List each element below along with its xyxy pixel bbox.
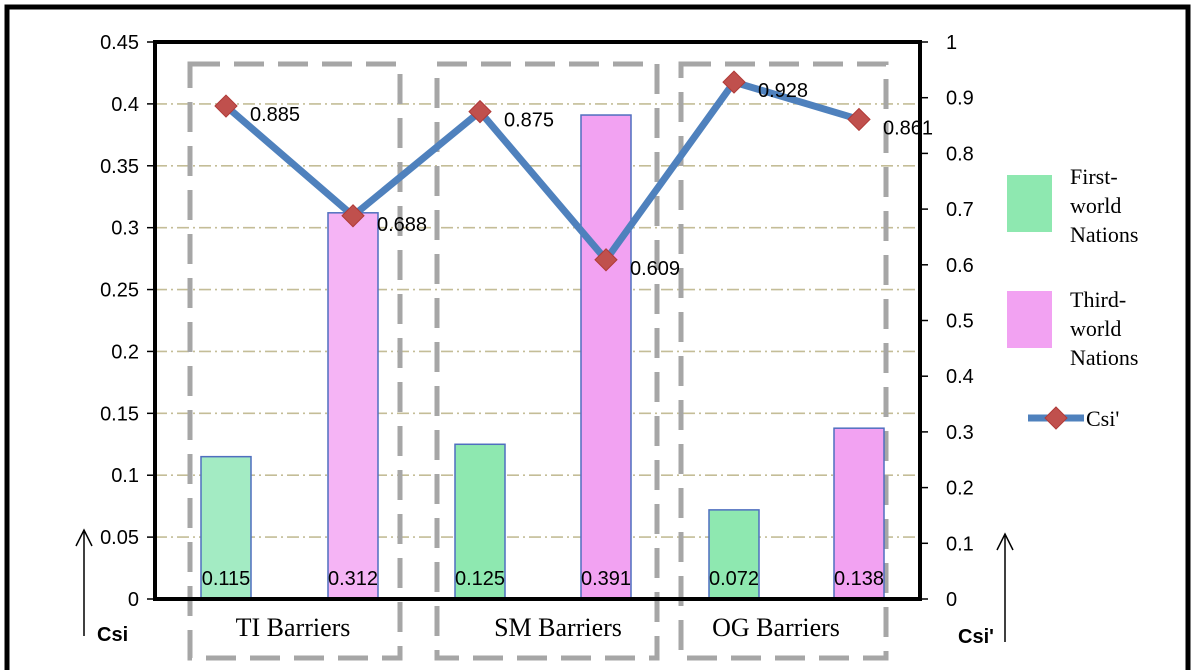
right-tick-label: 0.2 xyxy=(946,478,974,500)
line-value-label: 0.875 xyxy=(504,110,554,132)
right-tick-label: 0.7 xyxy=(946,199,974,221)
left-axis: 0 0.05 0.1 0.15 0.2 0.25 0.3 0.35 0.4 0.45 xyxy=(100,32,155,611)
left-tick-label: 0.3 xyxy=(111,218,139,240)
category-label: SM Barriers xyxy=(494,613,622,642)
legend-label-third-world: Third- xyxy=(1070,287,1126,312)
right-tick-label: 0.1 xyxy=(946,533,974,555)
line-value-label: 0.609 xyxy=(630,258,680,280)
csi-prime-line xyxy=(214,70,871,272)
category-boxes xyxy=(187,61,889,661)
line-marker xyxy=(214,94,238,118)
category-box xyxy=(434,61,660,661)
bar-value-label: 0.391 xyxy=(581,568,631,590)
bar-third-world xyxy=(833,427,885,600)
bar-value-label: 0.072 xyxy=(709,568,759,590)
left-tick-label: 0 xyxy=(128,589,139,611)
right-axis-arrow xyxy=(996,532,1014,642)
left-tick-label: 0.35 xyxy=(100,156,139,178)
category-label: TI Barriers xyxy=(236,613,351,642)
category-labels: TI Barriers SM Barriers OG Barriers xyxy=(236,613,840,642)
line-value-label: 0.928 xyxy=(758,80,808,102)
legend-label-third-world: Nations xyxy=(1070,345,1138,370)
legend-swatch-first-world xyxy=(1007,175,1052,232)
right-tick-label: 0.5 xyxy=(946,311,974,333)
category-label: OG Barriers xyxy=(712,613,840,642)
left-axis-arrow xyxy=(75,528,93,636)
left-tick-label: 0.05 xyxy=(100,527,139,549)
category-box xyxy=(187,61,403,661)
legend-swatch-third-world xyxy=(1007,291,1052,348)
right-tick-label: 0.9 xyxy=(946,88,974,110)
left-tick-label: 0.25 xyxy=(100,280,139,302)
right-tick-label: 0.8 xyxy=(946,143,974,165)
left-tick-label: 0.2 xyxy=(111,341,139,363)
right-tick-label: 0.4 xyxy=(946,366,974,388)
legend-label-first-world: world xyxy=(1070,193,1121,218)
legend: First-world Nations Third-world Nations Csi' xyxy=(1007,164,1138,431)
line-marker xyxy=(341,204,365,228)
right-axis: 0 0.1 0.2 0.3 0.4 0.5 0.6 0.7 0.8 0.9 1 xyxy=(920,32,974,611)
bar-value-label: 0.138 xyxy=(834,568,884,590)
right-tick-label: 0 xyxy=(946,589,957,611)
left-tick-label: 0.4 xyxy=(111,94,139,116)
data-labels: 0.115 0.312 0.125 0.391 0.072 0.138 0.885 0.688… xyxy=(202,80,933,590)
left-tick-label: 0.1 xyxy=(111,465,139,487)
line-marker xyxy=(847,107,871,132)
legend-label-first-world: First- xyxy=(1070,164,1118,189)
line-marker xyxy=(468,99,492,124)
bar-value-label: 0.115 xyxy=(202,568,251,590)
left-tick-label: 0.15 xyxy=(100,403,139,425)
line-path xyxy=(223,78,861,264)
right-tick-label: 0.6 xyxy=(946,255,974,277)
bars xyxy=(200,114,885,600)
line-value-label: 0.885 xyxy=(250,104,300,126)
legend-label-csi-prime: Csi' xyxy=(1086,406,1119,431)
line-value-label: 0.688 xyxy=(377,214,427,236)
legend-label-third-world: world xyxy=(1070,316,1121,341)
bar-third-world xyxy=(580,114,632,600)
bar-third-world xyxy=(327,212,379,600)
line-marker xyxy=(722,70,746,94)
legend-label-first-world: Nations xyxy=(1070,222,1138,247)
bar-value-label: 0.312 xyxy=(328,568,378,590)
right-tick-label: 1 xyxy=(946,32,957,54)
left-tick-label: 0.45 xyxy=(100,32,139,54)
line-value-label: 0.861 xyxy=(883,117,933,139)
right-tick-label: 0.3 xyxy=(946,422,974,444)
category-box xyxy=(678,61,889,661)
line-marker xyxy=(594,248,618,272)
right-axis-label: Csi' xyxy=(958,626,994,648)
bar-value-label: 0.125 xyxy=(455,568,505,590)
left-axis-label: Csi xyxy=(97,624,128,646)
legend-marker-csi-prime xyxy=(1044,406,1068,430)
